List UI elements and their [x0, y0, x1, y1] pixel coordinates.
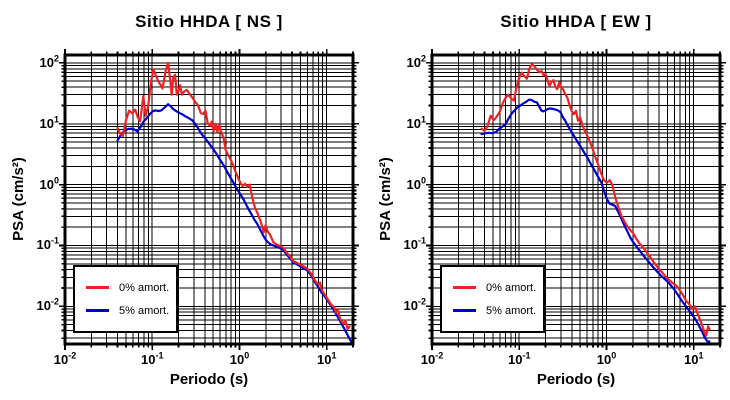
y-tick-label: 101: [406, 114, 426, 131]
legend-label: 5% amort.: [119, 304, 170, 317]
legend-entry: 0% amort.: [75, 281, 176, 295]
x-tick-label: 10-1: [140, 350, 164, 367]
legend: 0% amort. 5% amort.: [440, 265, 545, 333]
x-tick-label: 101: [316, 350, 337, 367]
curve-0pct: [116, 61, 351, 331]
x-axis-label: Periodo (s): [536, 371, 616, 388]
x-tick-label: 100: [229, 350, 250, 367]
red-line-swatch: [86, 286, 109, 289]
curve-0pct: [480, 63, 711, 337]
x-tick-label: 10-2: [420, 350, 444, 367]
y-tick-label: 10-1: [36, 236, 59, 253]
x-tick-label: 10-1: [507, 350, 531, 367]
legend-label: 5% amort.: [486, 304, 537, 317]
y-tick-label: 101: [39, 114, 59, 131]
x-tick-label: 101: [683, 350, 704, 367]
y-tick-label: 10-2: [403, 296, 426, 314]
x-tick-label: 10-2: [53, 350, 77, 367]
plot-frame: [430, 53, 722, 346]
legend-label: 0% amort.: [486, 281, 537, 294]
y-tick-label: 100: [39, 175, 59, 192]
y-tick-label: 10-1: [403, 236, 426, 253]
x-axis-label: Periodo (s): [169, 371, 249, 388]
x-tick-label: 100: [596, 350, 617, 367]
plot-title-ns: Sitio HHDA [ NS ]: [135, 12, 283, 31]
y-tick-label: 100: [406, 175, 426, 192]
curves-layer: [480, 63, 711, 343]
plot-title-ew: Sitio HHDA [ EW ]: [500, 12, 652, 31]
y-tick-label: 10-2: [36, 296, 59, 314]
legend-label: 0% amort.: [119, 281, 170, 294]
legend-entry: 0% amort.: [442, 281, 543, 295]
legend: 0% amort. 5% amort.: [73, 265, 178, 333]
y-tick-label: 102: [406, 53, 426, 70]
legend-entry: 5% amort.: [442, 304, 543, 318]
curve-5pct: [480, 98, 711, 343]
y-tick-label: 102: [39, 53, 59, 70]
blue-line-swatch: [453, 309, 476, 312]
curves-layer: [116, 61, 353, 344]
legend-entry: 5% amort.: [75, 304, 176, 318]
plot-frame: [63, 53, 355, 346]
blue-line-swatch: [86, 309, 109, 312]
red-line-swatch: [453, 286, 476, 289]
